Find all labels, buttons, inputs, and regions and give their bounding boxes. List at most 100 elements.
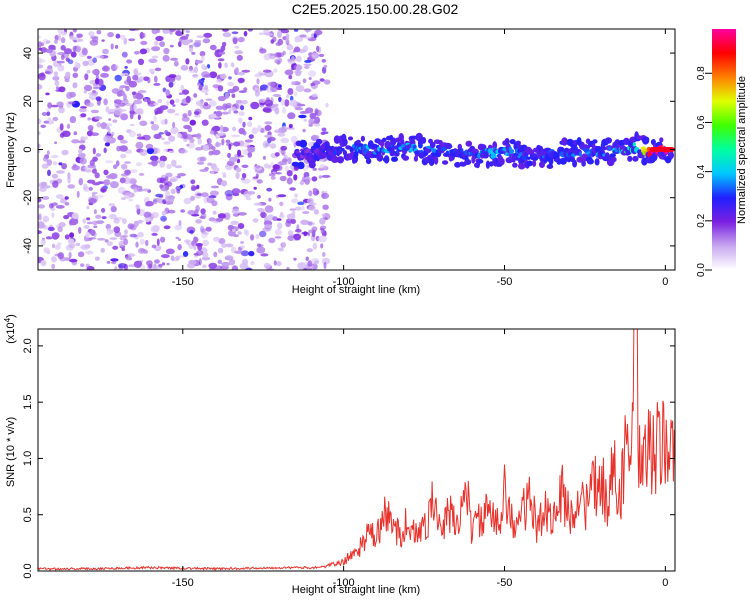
noise-blob: [160, 137, 165, 141]
noise-blob: [250, 101, 260, 110]
noise-blob: [136, 136, 146, 140]
noise-blob: [318, 235, 328, 243]
signal-core-blob: [460, 148, 464, 154]
noise-blob: [224, 189, 234, 197]
noise-blob: [222, 29, 229, 32]
noise-blob: [262, 227, 272, 232]
noise-blob: [71, 212, 79, 220]
signal-band-blob: [644, 136, 650, 142]
signal-band-blob: [659, 137, 664, 143]
signal-band-blob: [315, 138, 323, 145]
noise-blob: [227, 81, 234, 87]
noise-blob: [41, 196, 50, 200]
noise-blob: [117, 186, 126, 194]
noise-blob: [187, 109, 192, 117]
noise-blob: [295, 85, 305, 93]
noise-blob: [82, 60, 89, 66]
noise-blob: [286, 218, 293, 224]
noise-blob: [254, 90, 260, 97]
noise-blob: [274, 152, 280, 157]
noise-blob: [277, 38, 284, 46]
noise-blob: [201, 119, 209, 126]
noise-blob: [94, 172, 100, 179]
noise-blob: [166, 108, 176, 114]
noise-blob: [228, 76, 232, 80]
colorbar: 0.0 0.2 0.4 0.6 0.8 Normalized spectral ampl…: [696, 29, 748, 277]
colorbar-tick-label: 0.4: [696, 164, 707, 178]
noise-blob: [320, 243, 324, 249]
signal-band-blob: [442, 160, 449, 165]
noise-blob: [80, 113, 87, 118]
noise-blob: [168, 150, 175, 154]
noise-blob: [119, 177, 126, 184]
noise-blob: [262, 69, 272, 73]
noise-blob: [295, 65, 301, 70]
noise-blob: [45, 236, 53, 240]
noise-blob: [321, 127, 327, 132]
y-tick-label: 0.0: [22, 563, 34, 578]
noise-blob: [73, 131, 78, 136]
noise-blob: [59, 132, 65, 138]
signal-band-blob: [627, 155, 633, 162]
noise-blob: [286, 177, 293, 185]
noise-blob: [168, 74, 177, 78]
noise-blob: [218, 62, 222, 69]
noise-blob: [288, 99, 297, 107]
signal-band-blob: [526, 160, 533, 167]
noise-blob: [234, 50, 244, 55]
noise-blob: [146, 97, 151, 105]
noise-blob: [183, 197, 192, 205]
noise-blob: [123, 192, 132, 200]
noise-blob: [270, 161, 274, 168]
noise-blob: [151, 55, 159, 59]
noise-blob: [203, 74, 212, 78]
noise-blob: [102, 48, 109, 55]
noise-blob: [242, 121, 246, 128]
noise-blob: [52, 180, 59, 188]
noise-blob: [194, 60, 203, 64]
spectrogram-y-label: Frequency (Hz): [5, 112, 17, 188]
noise-blob: [231, 188, 241, 195]
noise-blob: [187, 210, 196, 215]
noise-blob: [279, 201, 284, 207]
noise-blob: [270, 176, 276, 180]
noise-blob: [264, 134, 273, 138]
snr-x-label: Height of straight line (km): [292, 584, 420, 596]
noise-blob: [313, 123, 321, 127]
noise-blob: [129, 104, 134, 113]
noise-blob: [221, 111, 229, 115]
noise-blob: [152, 224, 160, 232]
signal-band-blob: [389, 148, 396, 157]
noise-blob: [286, 213, 296, 220]
noise-blob: [143, 249, 149, 254]
noise-blob: [181, 38, 190, 46]
noise-blob: [221, 243, 227, 249]
noise-blob: [287, 230, 294, 236]
noise-blob: [232, 85, 240, 92]
signal-band-blob: [376, 153, 384, 162]
signal-band-blob: [382, 137, 387, 142]
noise-blob: [261, 208, 265, 213]
noise-blob: [142, 188, 150, 192]
noise-blob: [257, 194, 261, 199]
noise-blob: [151, 244, 157, 249]
noise-blob: [192, 41, 201, 48]
noise-blob: [201, 55, 205, 62]
noise-blob: [319, 164, 327, 170]
noise-blob: [323, 79, 331, 85]
noise-blob: [311, 93, 318, 98]
noise-blob: [94, 116, 103, 120]
noise-blob: [288, 51, 294, 55]
noise-blob: [109, 229, 114, 234]
noise-blob: [47, 169, 51, 176]
noise-blob: [209, 100, 217, 107]
signal-band-blob: [518, 162, 526, 170]
noise-blob: [247, 146, 256, 153]
noise-blob: [38, 84, 43, 90]
spectrogram-x-ticks: -150 -100 -50 0: [172, 29, 668, 288]
noise-blob: [40, 124, 46, 128]
noise-blob: [156, 238, 160, 246]
noise-blob: [53, 71, 59, 77]
noise-blob: [69, 116, 77, 124]
noise-blob: [209, 44, 217, 51]
